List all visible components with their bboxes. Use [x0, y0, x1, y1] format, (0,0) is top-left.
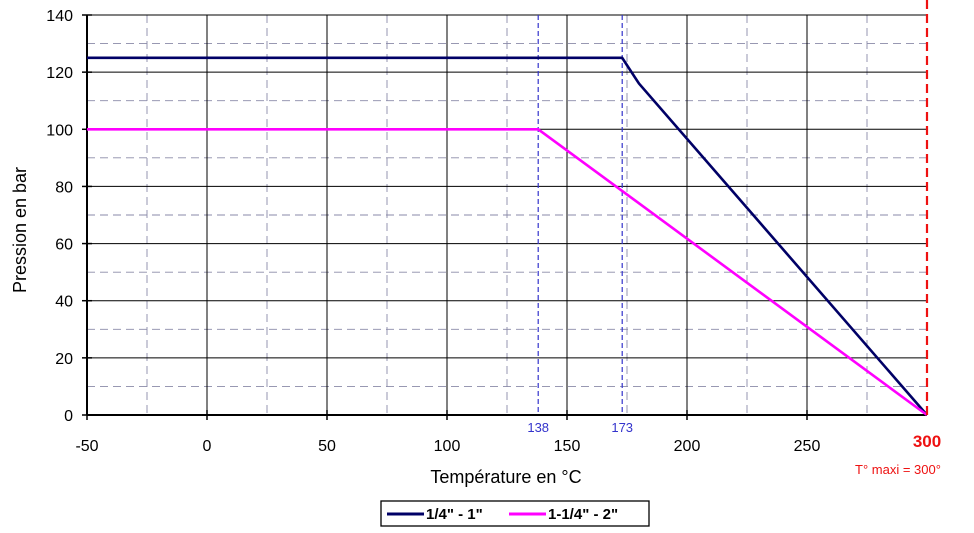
marker-lines: 138 173: [527, 15, 633, 435]
max-temperature-note: T° maxi = 300°: [855, 462, 941, 477]
x-tick-label: 150: [554, 438, 581, 455]
minor-grid: [87, 15, 927, 415]
series-lines: [87, 56, 928, 417]
axes: [82, 14, 927, 420]
y-tick-label: 100: [46, 122, 73, 139]
x-tick-label: -50: [75, 438, 98, 455]
x-tick-label: 100: [434, 438, 461, 455]
marker-label: 138: [527, 420, 549, 435]
y-axis-title: Pression en bar: [10, 167, 30, 293]
x-tick-label: 250: [794, 438, 821, 455]
y-tick-label: 140: [46, 8, 73, 25]
y-tick-label: 0: [64, 408, 73, 425]
y-tick-label: 60: [55, 237, 73, 254]
x-tick-label: 50: [318, 438, 336, 455]
series-line-2: [87, 127, 928, 417]
x-axis-title: Température en °C: [430, 467, 581, 487]
legend-label-series-2: 1-1/4" - 2": [548, 506, 618, 523]
legend: 1/4" - 1" 1-1/4" - 2": [380, 500, 650, 527]
x-tick-label: 200: [674, 438, 701, 455]
marker-label: 173: [611, 420, 633, 435]
y-tick-label: 40: [55, 294, 73, 311]
x-tick-label: 0: [203, 438, 212, 455]
series-line-1: [87, 56, 928, 416]
max-temperature-label: 300: [913, 432, 941, 451]
y-tick-label: 20: [55, 351, 73, 368]
y-tick-label: 80: [55, 179, 73, 196]
y-tick-label: 120: [46, 65, 73, 82]
legend-label-series-1: 1/4" - 1": [426, 506, 483, 523]
